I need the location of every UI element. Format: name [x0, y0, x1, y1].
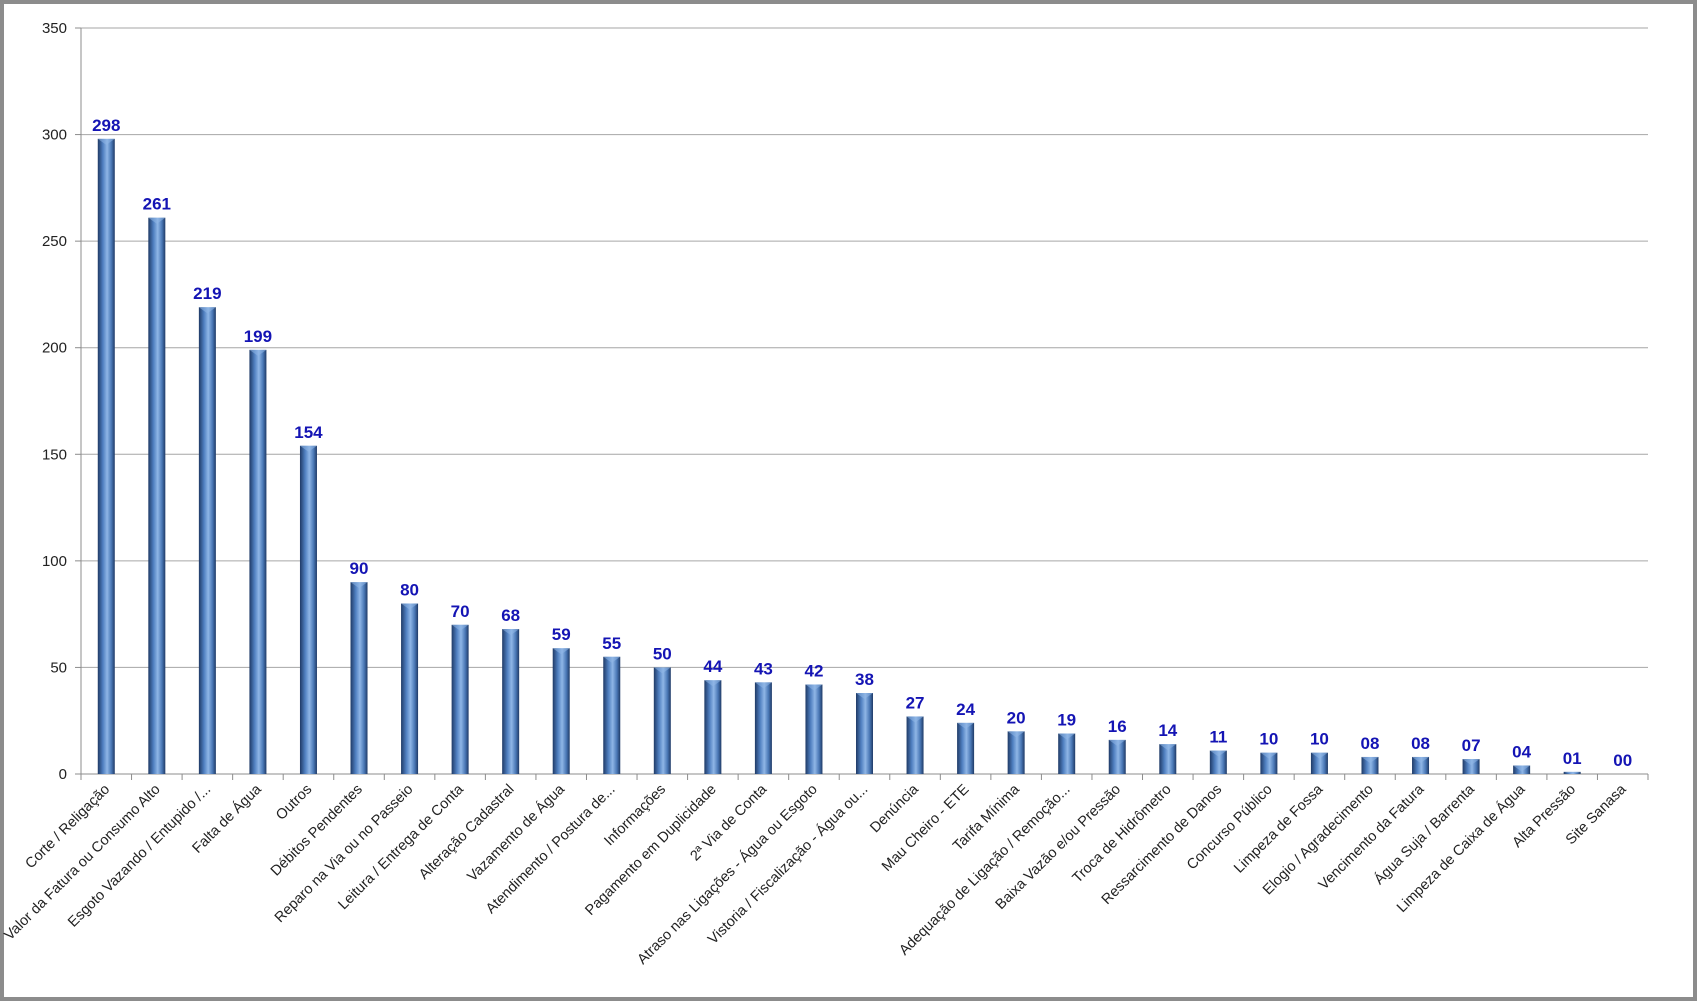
- data-label: 219: [193, 284, 221, 303]
- y-tick-label: 150: [42, 446, 67, 463]
- data-label: 298: [92, 116, 120, 135]
- bar: [856, 693, 873, 774]
- category-label: Alteração Cadastral: [416, 782, 517, 883]
- category-label: Atraso nas Ligações - Água ou Esgoto: [634, 781, 821, 968]
- data-label: 44: [703, 657, 722, 676]
- data-label: 08: [1361, 734, 1380, 753]
- data-label: 10: [1259, 730, 1278, 749]
- category-label: Concurso Público: [1184, 782, 1276, 874]
- data-label: 19: [1057, 711, 1076, 730]
- bar: [603, 657, 620, 774]
- bar: [401, 603, 418, 774]
- bar: [98, 139, 115, 774]
- bar: [452, 625, 469, 774]
- y-tick-label: 350: [42, 20, 67, 37]
- data-label: 24: [956, 700, 975, 719]
- data-label: 27: [906, 693, 925, 712]
- data-label: 20: [1007, 708, 1026, 727]
- data-label: 261: [143, 195, 171, 214]
- category-label: Vazamento de Água: [464, 780, 569, 885]
- y-tick-label: 200: [42, 340, 67, 357]
- data-label: 199: [244, 327, 272, 346]
- category-label: Corte / Religação: [23, 782, 114, 873]
- bars: [98, 139, 1581, 774]
- bar: [957, 723, 974, 774]
- y-tick-label: 100: [42, 553, 67, 570]
- bar: [704, 680, 721, 774]
- bar: [351, 582, 368, 774]
- data-label: 154: [294, 423, 323, 442]
- data-label: 00: [1613, 751, 1632, 770]
- y-tick-label: 250: [42, 233, 67, 250]
- bar: [199, 307, 216, 774]
- data-label: 14: [1158, 721, 1177, 740]
- y-tick-label: 300: [42, 127, 67, 144]
- data-label: 68: [501, 606, 520, 625]
- data-label: 01: [1563, 749, 1582, 768]
- bar: [249, 350, 266, 774]
- data-label: 38: [855, 670, 874, 689]
- data-label: 07: [1462, 736, 1481, 755]
- bar: [148, 218, 165, 774]
- data-label: 59: [552, 625, 571, 644]
- category-label: Limpeza de Fossa: [1231, 781, 1327, 877]
- data-label: 50: [653, 644, 672, 663]
- data-label: 70: [451, 602, 470, 621]
- bar: [553, 648, 570, 774]
- data-label: 16: [1108, 717, 1127, 736]
- data-label: 08: [1411, 734, 1430, 753]
- bar: [1008, 731, 1025, 774]
- data-label: 04: [1512, 742, 1531, 761]
- bar: [755, 682, 772, 774]
- data-label: 80: [400, 580, 419, 599]
- bar: [654, 667, 671, 774]
- bar: [300, 446, 317, 774]
- y-tick-label: 0: [59, 766, 67, 783]
- category-label: Mau Cheiro - ETE: [879, 781, 973, 875]
- data-label: 90: [350, 559, 369, 578]
- bar: [502, 629, 519, 774]
- data-label: 42: [804, 661, 823, 680]
- data-label: 43: [754, 659, 773, 678]
- y-tick-label: 50: [50, 659, 67, 676]
- category-label: Débitos Pendentes: [268, 782, 366, 880]
- bar: [907, 716, 924, 774]
- category-label: Água Suja / Barrenta: [1371, 780, 1479, 888]
- bar: [1058, 734, 1075, 774]
- data-label: 55: [602, 634, 621, 653]
- data-labels: 298 261 219 199 154 90 80 70 68 59 55 50 44 43 42 38 27 2…: [92, 116, 1632, 770]
- bar: [805, 684, 822, 774]
- data-label: 10: [1310, 730, 1329, 749]
- data-label: 11: [1209, 728, 1227, 747]
- category-label: Troca de Hidrômetro: [1070, 782, 1175, 887]
- category-label: Outros: [273, 782, 315, 824]
